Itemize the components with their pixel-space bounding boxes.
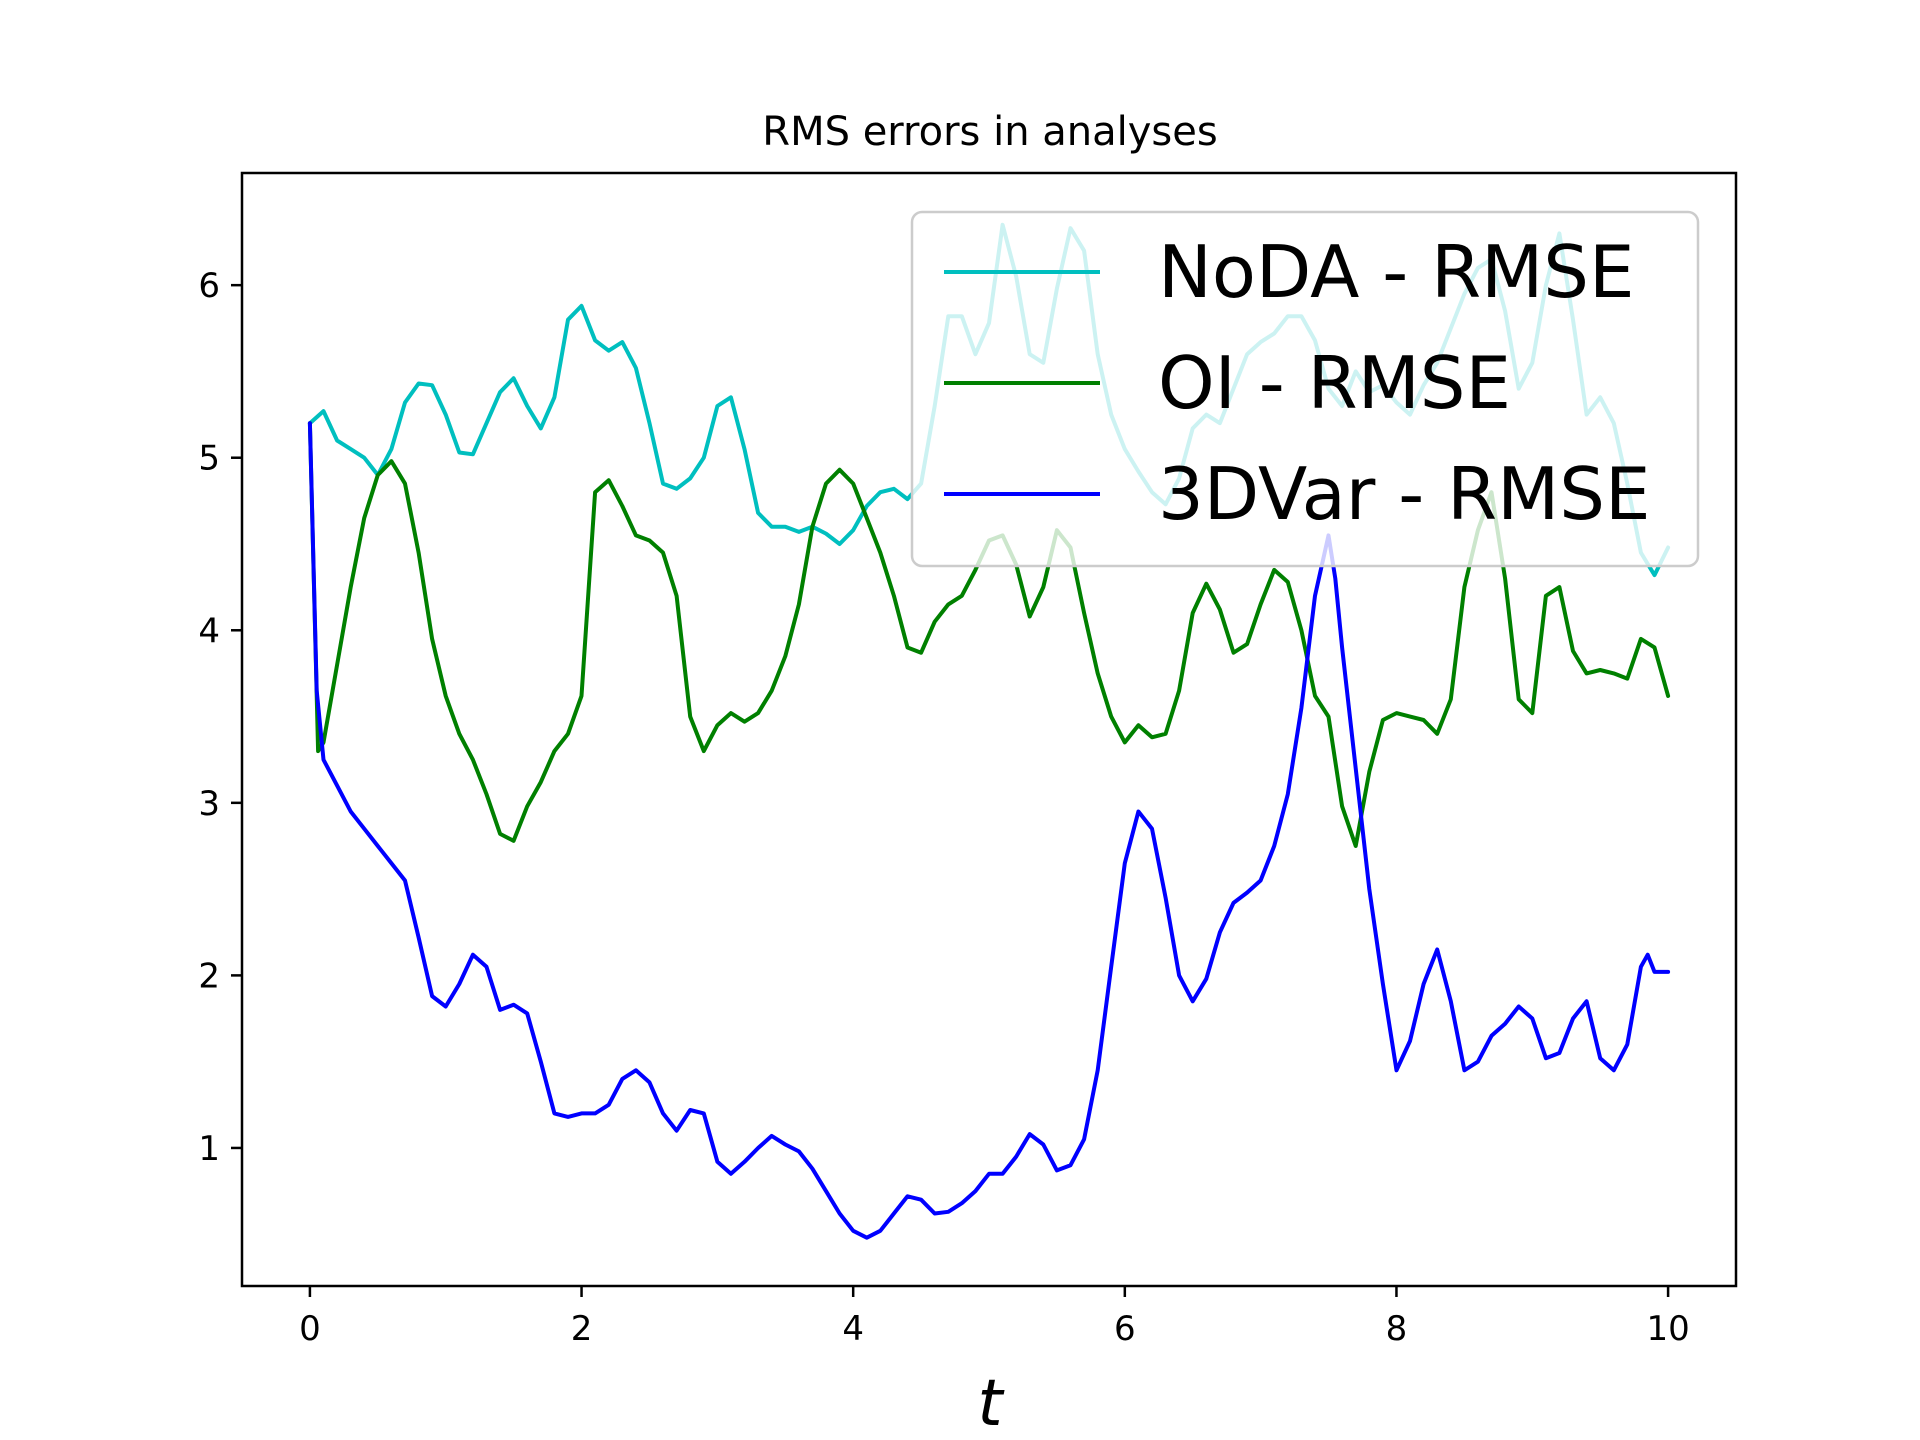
chart-title: RMS errors in analyses xyxy=(762,109,1217,155)
x-tick-label: 6 xyxy=(1114,1309,1136,1349)
legend: NoDA - RMSE OI - RMSE 3DVar - RMSE xyxy=(910,210,1700,568)
series-line-2 xyxy=(307,421,1671,1240)
y-tick-label: 4 xyxy=(198,611,220,651)
y-tick-label: 3 xyxy=(198,784,220,824)
y-axis: 1 2 3 4 5 6 xyxy=(198,266,242,1169)
x-tick-label: 2 xyxy=(571,1309,593,1349)
axes-frame xyxy=(240,171,1738,1288)
legend-label-1: OI - RMSE xyxy=(1158,341,1511,425)
legend-label-0: NoDA - RMSE xyxy=(1158,230,1634,314)
legend-label-2: 3DVar - RMSE xyxy=(1158,452,1650,536)
y-tick-label: 1 xyxy=(198,1129,220,1169)
y-tick-label: 6 xyxy=(198,266,220,306)
legend-box xyxy=(910,210,1700,568)
y-tick-label: 5 xyxy=(198,439,220,479)
x-tick-label: 0 xyxy=(299,1309,321,1349)
x-axis: 0 2 4 6 8 10 xyxy=(299,1286,1690,1349)
x-axis-label: t xyxy=(977,1367,1005,1440)
x-tick-label: 8 xyxy=(1386,1309,1408,1349)
x-tick-label: 10 xyxy=(1646,1309,1689,1349)
x-tick-label: 4 xyxy=(842,1309,864,1349)
y-tick-label: 2 xyxy=(198,956,220,996)
